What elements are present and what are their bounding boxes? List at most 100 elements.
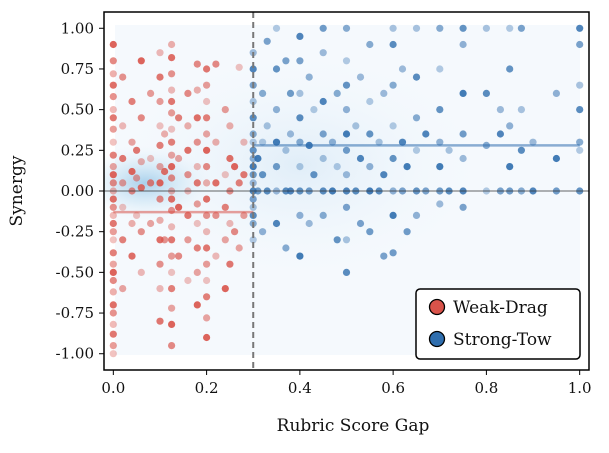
point-weak-drag-82 — [168, 195, 176, 203]
point-strong-tow-32 — [272, 65, 281, 73]
point-strong-tow-105 — [398, 65, 407, 73]
point-weak-drag-114 — [193, 138, 201, 146]
point-weak-drag-43 — [128, 97, 136, 106]
point-weak-drag-20 — [109, 163, 117, 171]
point-strong-tow-60 — [319, 97, 327, 106]
legend-label-weak-drag: Weak-Drag — [453, 298, 548, 318]
point-weak-drag-92 — [168, 70, 176, 78]
point-strong-tow-55 — [310, 106, 318, 114]
point-strong-tow-83 — [356, 73, 365, 81]
point-weak-drag-71 — [161, 167, 169, 176]
point-strong-tow-80 — [352, 122, 360, 130]
point-strong-tow-23 — [259, 89, 267, 97]
point-weak-drag-133 — [203, 81, 211, 89]
point-weak-drag-146 — [226, 219, 234, 228]
point-strong-tow-87 — [366, 130, 374, 138]
point-weak-drag-30 — [109, 40, 117, 49]
point-weak-drag-119 — [203, 314, 211, 322]
point-strong-tow-106 — [403, 228, 411, 236]
point-strong-tow-98 — [389, 154, 397, 163]
point-weak-drag-36 — [119, 122, 127, 130]
point-strong-tow-104 — [398, 138, 407, 146]
point-strong-tow-40 — [286, 89, 295, 97]
point-strong-tow-47 — [296, 89, 304, 97]
y-axis-title: Synergy — [7, 155, 27, 226]
point-strong-tow-129 — [459, 89, 467, 97]
point-strong-tow-45 — [296, 138, 304, 146]
y-tick-label: -0.50 — [56, 263, 94, 281]
point-weak-drag-10 — [109, 249, 117, 257]
x-tick-label: 1.0 — [568, 379, 592, 397]
point-weak-drag-28 — [109, 70, 117, 78]
point-weak-drag-2 — [109, 330, 117, 338]
point-weak-drag-141 — [221, 236, 229, 244]
y-tick-label: 1.00 — [61, 19, 94, 37]
point-strong-tow-137 — [496, 130, 504, 138]
point-weak-drag-84 — [168, 174, 176, 182]
point-weak-drag-33 — [119, 203, 127, 211]
point-weak-drag-23 — [109, 125, 117, 133]
point-strong-tow-143 — [506, 24, 514, 32]
point-strong-tow-145 — [517, 146, 526, 154]
point-strong-tow-130 — [459, 40, 467, 49]
point-weak-drag-12 — [109, 228, 117, 236]
point-weak-drag-113 — [193, 163, 201, 171]
point-strong-tow-33 — [272, 24, 281, 32]
point-weak-drag-61 — [156, 216, 164, 224]
reference-lines — [104, 12, 589, 370]
point-weak-drag-65 — [156, 141, 164, 149]
point-weak-drag-130 — [203, 130, 211, 138]
point-strong-tow-81 — [356, 219, 365, 228]
point-weak-drag-72 — [161, 130, 169, 138]
point-weak-drag-11 — [109, 236, 117, 244]
y-tick-label: 0.00 — [61, 182, 94, 200]
point-strong-tow-118 — [436, 163, 444, 171]
point-weak-drag-31 — [119, 285, 127, 293]
point-strong-tow-116 — [436, 200, 444, 208]
y-axis: 1.00 0.75 0.50 0.25 0.00 -0.25 -0.50 -0.75 -1.00 — [56, 19, 104, 363]
point-weak-drag-144 — [221, 106, 229, 114]
legend-marker-strong-tow — [428, 330, 446, 348]
point-strong-tow-65 — [333, 236, 341, 244]
point-weak-drag-63 — [156, 179, 164, 187]
point-weak-drag-123 — [203, 244, 211, 252]
legend: Weak-Drag Strong-Tow — [415, 288, 581, 360]
point-strong-tow-99 — [389, 122, 397, 130]
point-weak-drag-58 — [156, 285, 164, 293]
point-weak-drag-74 — [168, 320, 176, 328]
point-weak-drag-37 — [119, 73, 127, 81]
point-strong-tow-0 — [249, 236, 257, 244]
point-strong-tow-107 — [403, 163, 411, 171]
point-weak-drag-135 — [212, 252, 220, 260]
point-strong-tow-110 — [412, 146, 421, 154]
point-weak-drag-79 — [168, 236, 176, 244]
point-weak-drag-90 — [168, 97, 176, 106]
point-weak-drag-132 — [203, 97, 211, 106]
point-strong-tow-138 — [496, 106, 504, 114]
point-strong-tow-128 — [459, 130, 467, 138]
point-weak-drag-15 — [109, 203, 117, 211]
x-tick-label: 0.6 — [381, 379, 405, 397]
point-weak-drag-21 — [109, 151, 117, 159]
point-strong-tow-113 — [412, 24, 421, 32]
point-strong-tow-115 — [422, 130, 430, 138]
point-strong-tow-158 — [576, 40, 584, 49]
y-tick-label: 0.50 — [61, 101, 94, 119]
x-axis-title: Rubric Score Gap — [277, 416, 430, 436]
point-strong-tow-102 — [389, 24, 397, 32]
point-weak-drag-149 — [226, 122, 234, 130]
point-weak-drag-154 — [235, 63, 243, 71]
point-strong-tow-21 — [259, 171, 267, 179]
point-strong-tow-157 — [576, 81, 584, 89]
point-weak-drag-87 — [168, 138, 176, 146]
point-strong-tow-19 — [254, 154, 262, 163]
point-strong-tow-94 — [380, 89, 388, 97]
point-strong-tow-146 — [517, 106, 526, 114]
point-strong-tow-53 — [305, 73, 313, 81]
point-weak-drag-51 — [137, 114, 145, 122]
point-weak-drag-48 — [137, 228, 145, 236]
point-strong-tow-108 — [412, 211, 421, 219]
point-weak-drag-137 — [212, 179, 220, 187]
point-strong-tow-88 — [366, 97, 374, 106]
